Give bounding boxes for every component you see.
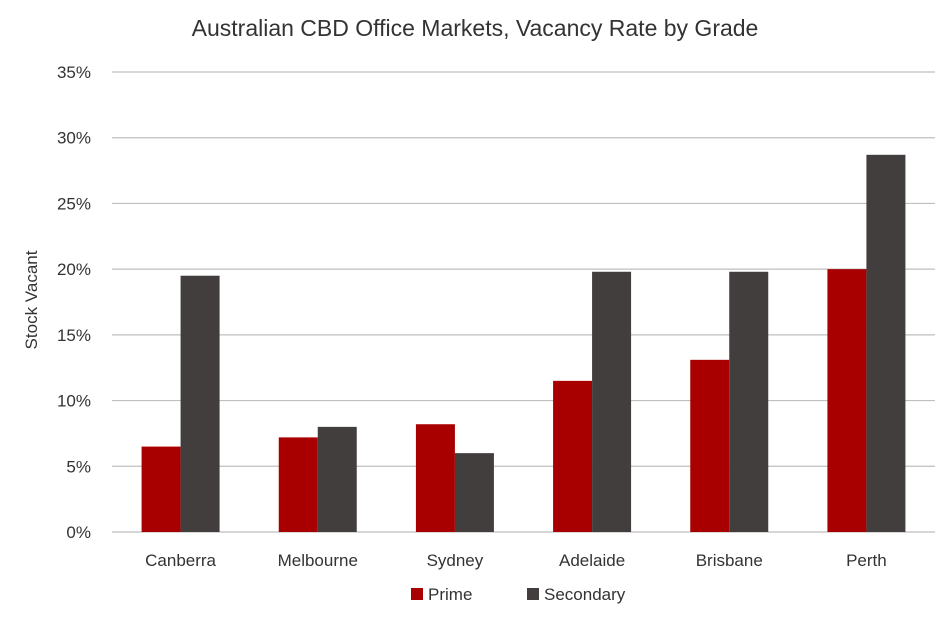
y-tick-label: 35%: [57, 63, 91, 82]
legend: Prime Secondary: [411, 585, 626, 604]
y-tick-label: 25%: [57, 194, 91, 213]
category-label: Brisbane: [696, 551, 763, 570]
category-labels: Canberra Melbourne Sydney Adelaide Brisbane P…: [145, 551, 887, 570]
bar-secondary-adelaide: [592, 271, 632, 532]
bar-prime-canberra: [141, 446, 181, 532]
y-tick-label: 10%: [57, 392, 91, 411]
category-label: Sydney: [427, 551, 484, 570]
legend-swatch-secondary: [527, 588, 539, 600]
chart-title: Australian CBD Office Markets, Vacancy R…: [192, 15, 759, 41]
bar-prime-sydney: [415, 424, 455, 532]
bars: [141, 154, 906, 533]
category-label: Melbourne: [278, 551, 358, 570]
bar-prime-perth: [827, 269, 867, 532]
y-tick-labels: 0% 5% 10% 15% 20% 25% 30% 35%: [57, 63, 91, 542]
category-label: Canberra: [145, 551, 216, 570]
category-label: Adelaide: [559, 551, 625, 570]
y-tick-label: 30%: [57, 129, 91, 148]
bar-secondary-sydney: [454, 453, 494, 532]
gridlines: [112, 71, 935, 533]
bar-prime-melbourne: [278, 437, 318, 532]
category-label: Perth: [846, 551, 887, 570]
y-axis-label: Stock Vacant: [22, 250, 41, 349]
legend-label-secondary: Secondary: [544, 585, 626, 604]
legend-label-prime: Prime: [428, 585, 472, 604]
y-tick-label: 15%: [57, 326, 91, 345]
bar-prime-brisbane: [690, 359, 730, 532]
y-tick-label: 0%: [66, 523, 91, 542]
legend-swatch-prime: [411, 588, 423, 600]
y-tick-label: 20%: [57, 260, 91, 279]
bar-secondary-perth: [866, 154, 906, 533]
bar-secondary-melbourne: [317, 426, 357, 532]
bar-prime-adelaide: [553, 380, 593, 532]
y-tick-label: 5%: [66, 457, 91, 476]
bar-secondary-canberra: [180, 275, 220, 532]
bar-secondary-brisbane: [729, 271, 769, 532]
